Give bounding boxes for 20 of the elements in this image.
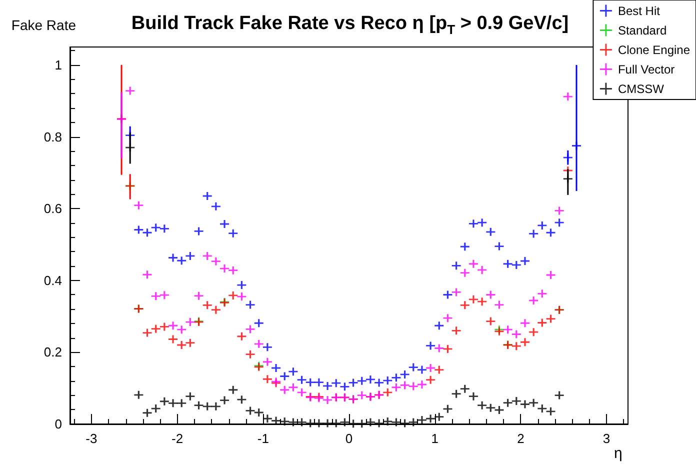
- y-tick-label: 0.2: [44, 344, 62, 360]
- x-tick-label: -3: [86, 431, 98, 446]
- legend-label: CMSSW: [618, 82, 665, 96]
- legend-label: Standard: [618, 23, 667, 38]
- legend-label: Clone Engine: [618, 42, 690, 57]
- x-tick-label: -2: [172, 431, 184, 446]
- x-tick-label: 3: [602, 431, 610, 446]
- y-tick-label: 0.4: [44, 272, 62, 288]
- legend-label: Best Hit: [618, 4, 661, 18]
- x-tick-label: -1: [257, 431, 269, 446]
- y-tick-label: 0.8: [44, 129, 62, 144]
- x-tick-label: 1: [431, 431, 438, 446]
- y-axis-title: Fake Rate: [11, 17, 76, 33]
- x-axis-title: η: [614, 445, 622, 462]
- x-tick-label: 2: [517, 431, 524, 446]
- y-tick-label: 1: [54, 57, 62, 72]
- y-tick-label: 0: [54, 416, 62, 432]
- y-tick-label: 0.6: [44, 201, 62, 216]
- legend-label: Full Vector: [618, 62, 675, 76]
- x-tick-label: 0: [345, 431, 353, 446]
